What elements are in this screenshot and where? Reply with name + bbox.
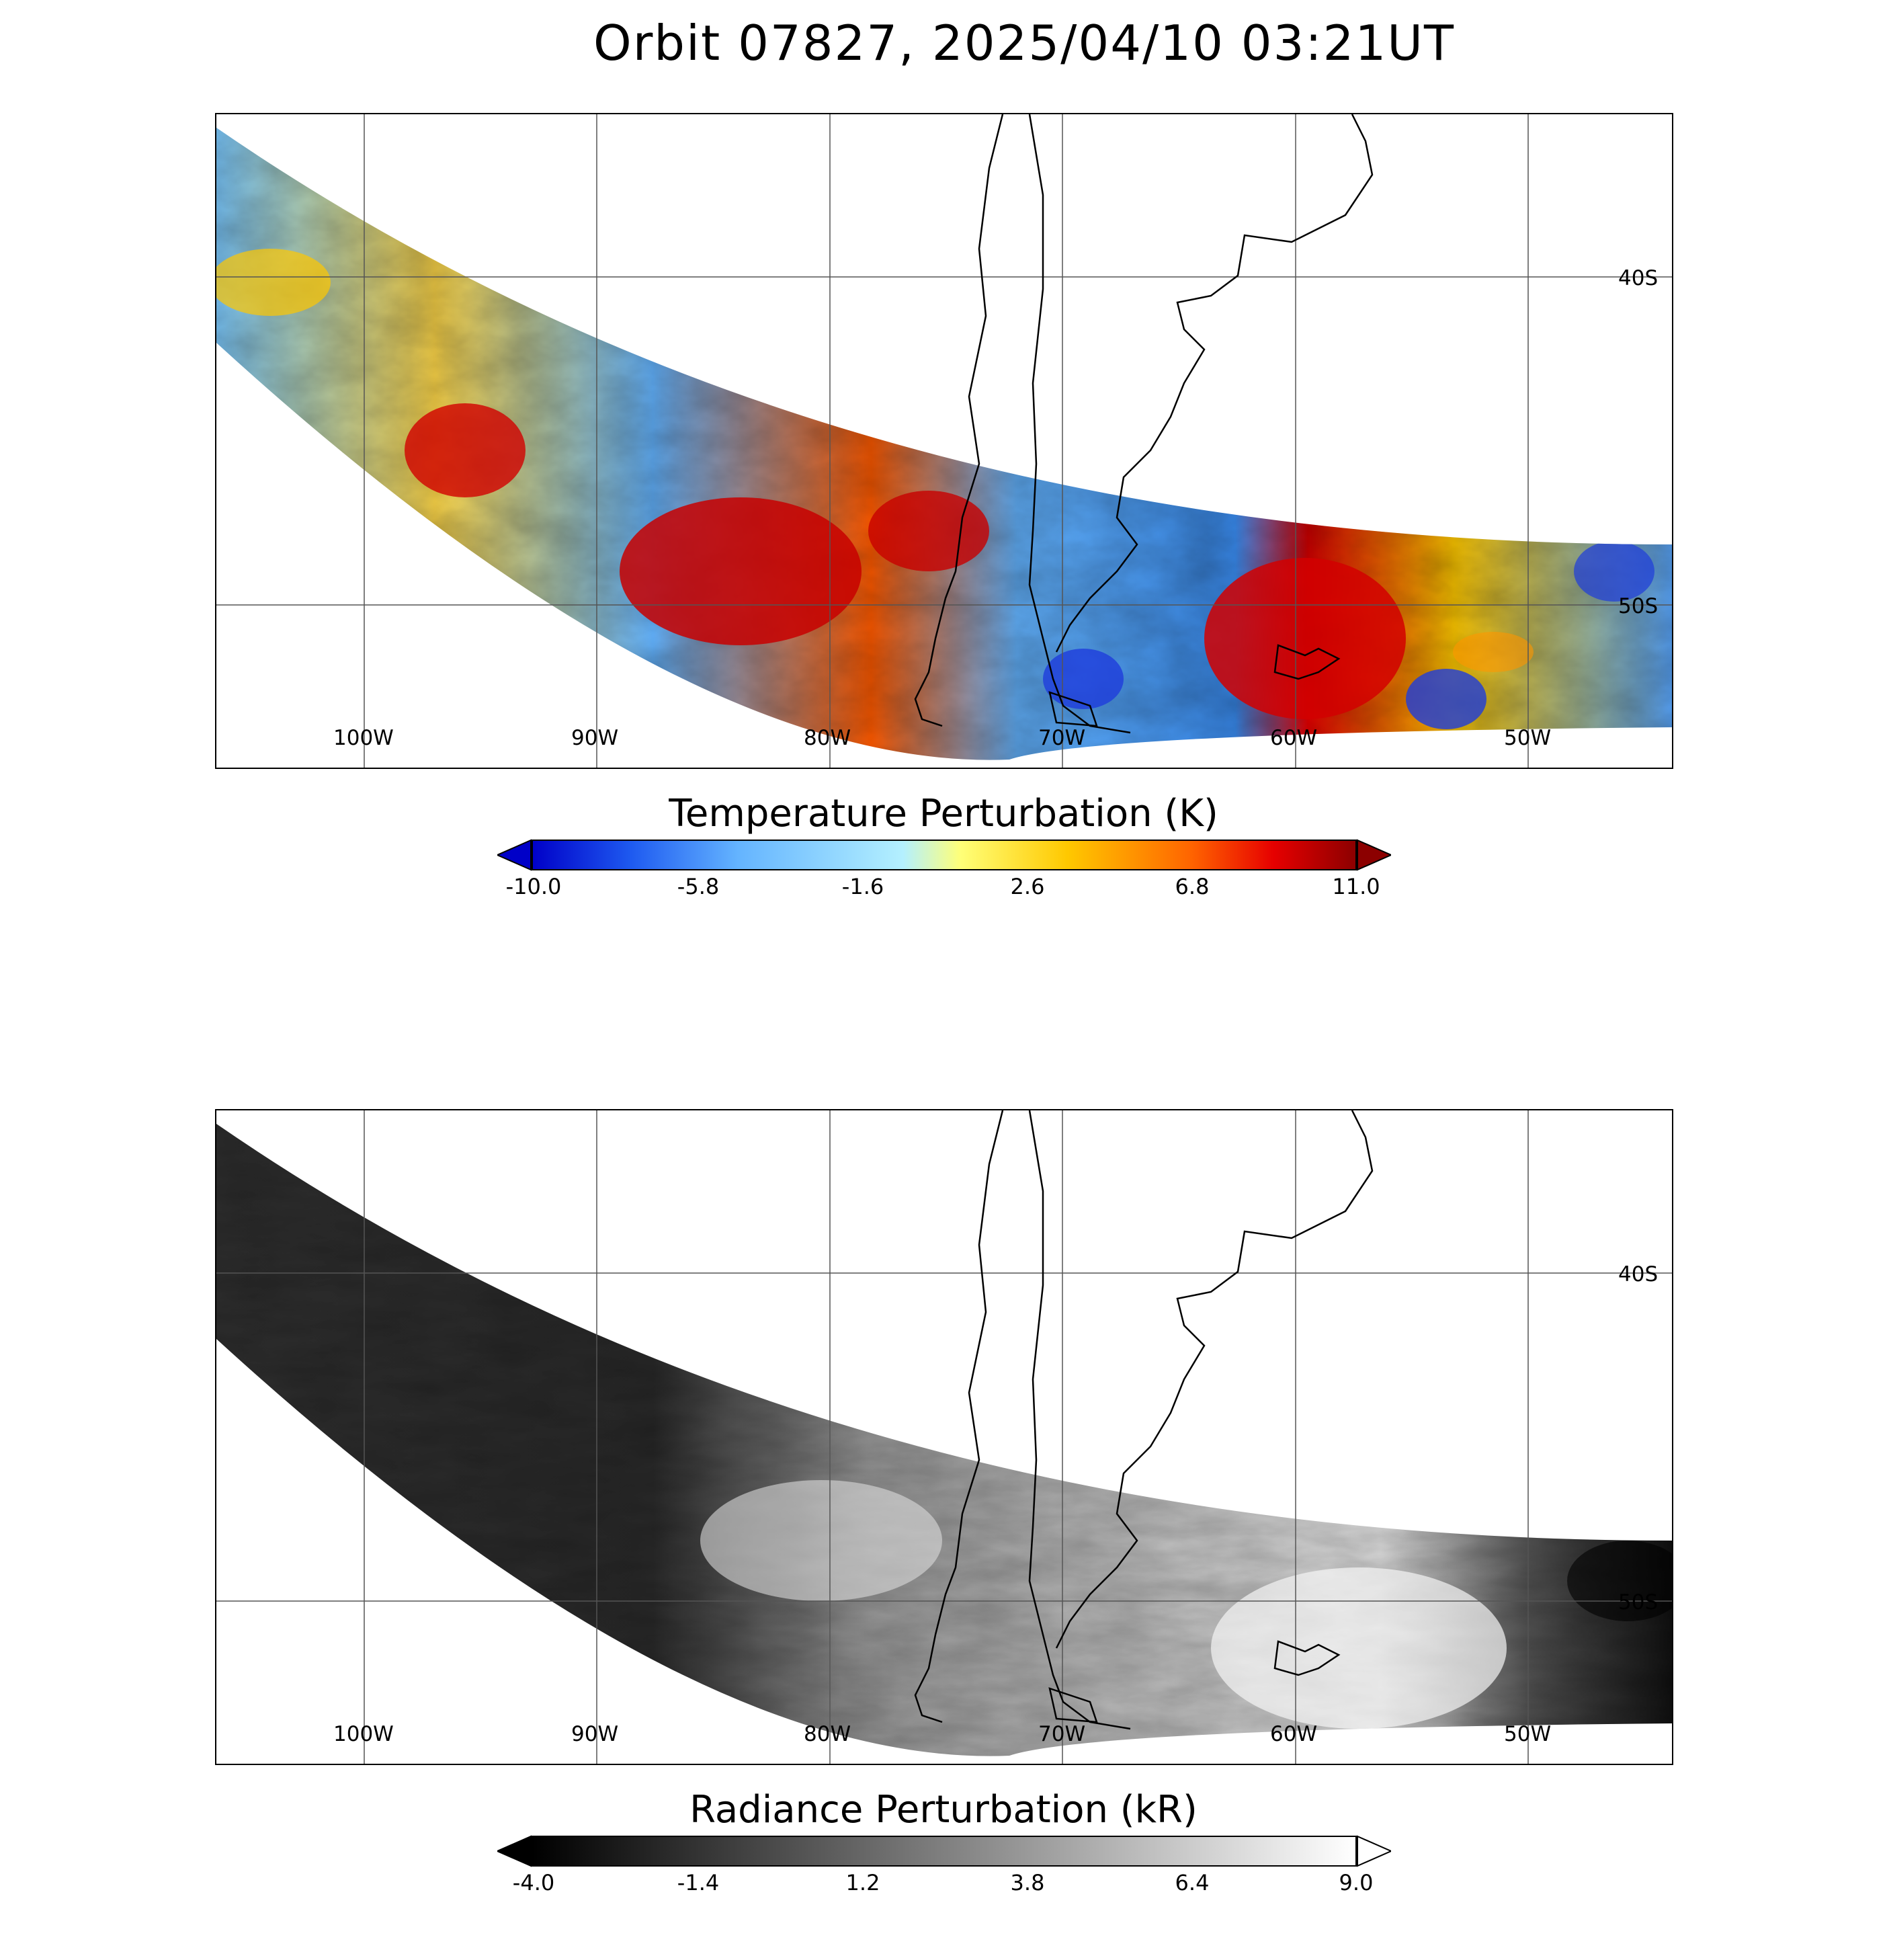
lon-label-50w: 50W bbox=[1504, 1722, 1552, 1746]
lon-label-50w: 50W bbox=[1504, 726, 1552, 750]
temperature-map[interactable] bbox=[215, 113, 1673, 769]
lat-label-50s: 50S bbox=[1618, 594, 1659, 618]
temperature-colorbar-graphic bbox=[497, 839, 1391, 871]
colorbar-high-arrow bbox=[1357, 839, 1391, 871]
lat-label-50s: 50S bbox=[1618, 1590, 1659, 1615]
temperature-colorbar-title: Temperature Perturbation (K) bbox=[669, 792, 1218, 835]
radiance-tick: 6.4 bbox=[1175, 1870, 1210, 1895]
temperature-swath bbox=[216, 128, 1672, 760]
radiance-map[interactable] bbox=[215, 1109, 1673, 1765]
coastline bbox=[914, 1110, 1374, 1730]
temperature-tick: 11.0 bbox=[1332, 874, 1380, 899]
lon-label-90w: 90W bbox=[571, 726, 619, 750]
lon-label-80w: 80W bbox=[804, 1722, 851, 1746]
lat-label-40s: 40S bbox=[1618, 1262, 1659, 1287]
lon-label-60w: 60W bbox=[1270, 1722, 1318, 1746]
colorbar-high-arrow bbox=[1357, 1835, 1391, 1867]
lat-label-40s: 40S bbox=[1618, 266, 1659, 290]
graticule bbox=[216, 1110, 1672, 1764]
radiance-colorbar-title: Radiance Perturbation (kR) bbox=[689, 1788, 1198, 1832]
radiance-tick: 1.2 bbox=[845, 1870, 880, 1895]
temperature-tick: -10.0 bbox=[505, 874, 562, 899]
coastline bbox=[914, 114, 1374, 734]
lon-label-100w: 100W bbox=[333, 1722, 394, 1746]
colorbar-low-arrow bbox=[497, 1835, 532, 1867]
radiance-map-canvas bbox=[216, 1110, 1672, 1764]
radiance-colorbar-graphic bbox=[497, 1835, 1391, 1867]
graticule bbox=[216, 114, 1672, 768]
lon-label-70w: 70W bbox=[1038, 726, 1086, 750]
temperature-tick: -1.6 bbox=[841, 874, 884, 899]
lon-label-90w: 90W bbox=[571, 1722, 619, 1746]
lon-label-100w: 100W bbox=[333, 726, 394, 750]
temperature-tick: -5.8 bbox=[677, 874, 720, 899]
temperature-tick: 2.6 bbox=[1010, 874, 1045, 899]
radiance-tick: -1.4 bbox=[677, 1870, 720, 1895]
temperature-map-canvas bbox=[216, 114, 1672, 768]
temperature-colorbar bbox=[497, 839, 1391, 871]
radiance-swath bbox=[216, 1124, 1672, 1756]
figure-title: Orbit 07827, 2025/04/10 03:21UT bbox=[593, 15, 1455, 71]
lon-label-70w: 70W bbox=[1038, 1722, 1086, 1746]
colorbar-low-arrow bbox=[497, 839, 532, 871]
radiance-tick: -4.0 bbox=[512, 1870, 555, 1895]
radiance-tick: 9.0 bbox=[1339, 1870, 1374, 1895]
lon-label-60w: 60W bbox=[1270, 726, 1318, 750]
radiance-tick: 3.8 bbox=[1010, 1870, 1045, 1895]
lon-label-80w: 80W bbox=[804, 726, 851, 750]
radiance-colorbar bbox=[497, 1835, 1391, 1867]
temperature-tick: 6.8 bbox=[1175, 874, 1210, 899]
